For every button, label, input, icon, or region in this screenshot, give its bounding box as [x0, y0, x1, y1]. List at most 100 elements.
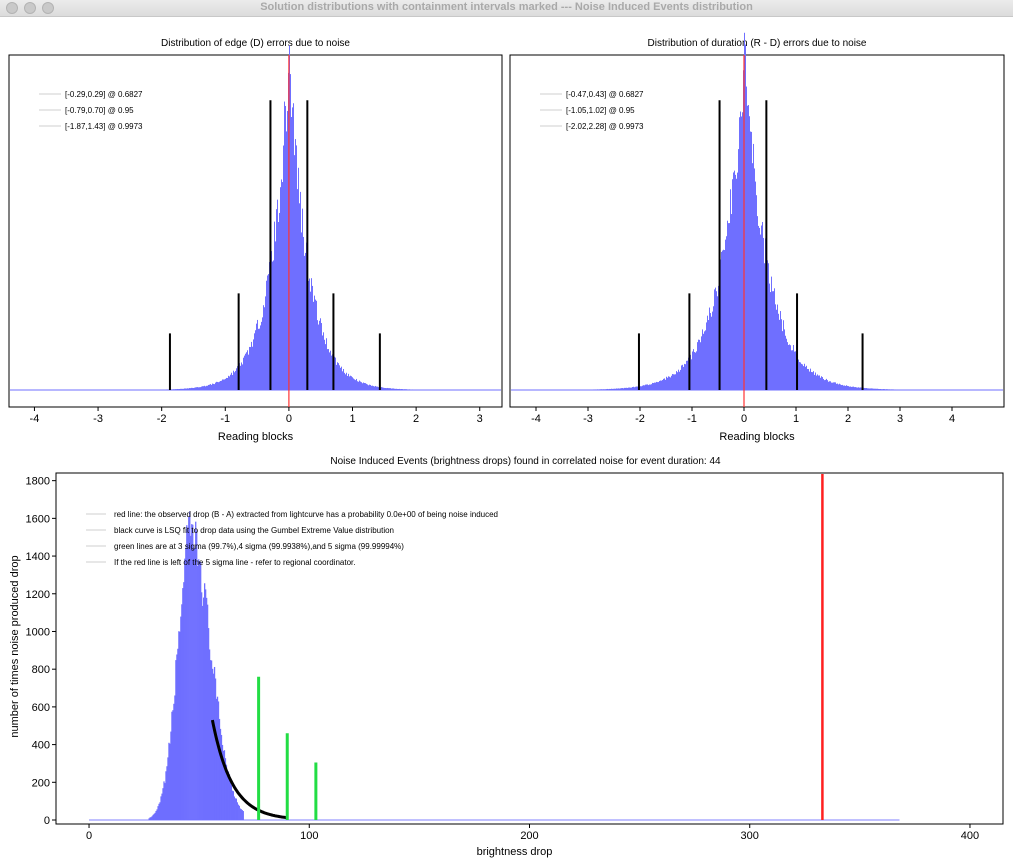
histogram-bar [713, 306, 714, 390]
histogram-bar [195, 521, 197, 820]
x-tick-label: 300 [741, 830, 759, 842]
histogram-bar [626, 387, 627, 390]
histogram-bar [155, 810, 157, 820]
histogram-bar [190, 535, 192, 820]
legend-entry: [-0.47,0.43] @ 0.6827 [566, 90, 644, 99]
histogram-bar [309, 278, 310, 390]
histogram-bar [242, 811, 244, 820]
histogram-bar [864, 387, 865, 390]
minimize-window-icon[interactable] [24, 2, 36, 14]
histogram-bar [756, 195, 757, 390]
histogram-bar [803, 366, 804, 390]
x-axis-label: Reading blocks [719, 431, 795, 443]
histogram-bar [870, 388, 871, 390]
histogram-bar [238, 805, 240, 820]
histogram-bar [845, 385, 846, 390]
histogram-bar [772, 291, 773, 390]
histogram-bar [358, 381, 359, 390]
x-tick-label: -4 [30, 413, 40, 425]
histogram-bar [692, 351, 693, 390]
histogram-bar [205, 386, 206, 390]
histogram-bar [305, 252, 306, 390]
histogram-bar [245, 353, 246, 390]
histogram-bar [162, 788, 164, 820]
histogram-bar [717, 296, 718, 390]
histogram-bar [762, 221, 763, 390]
histogram-bar [633, 386, 634, 390]
histogram-bar [186, 388, 187, 390]
histogram-bar [769, 283, 770, 390]
histogram-bar [233, 370, 234, 390]
histogram-bar [678, 369, 679, 390]
histogram-bar [658, 382, 659, 390]
histogram-bar [641, 386, 642, 390]
histogram-bar [180, 388, 181, 390]
histogram-bar [243, 357, 244, 390]
histogram-bar [241, 362, 242, 390]
histogram-bar [168, 742, 170, 820]
histogram-bar [231, 372, 232, 390]
histogram-bar [390, 388, 391, 390]
histogram-bar [714, 289, 715, 390]
histogram-bar [386, 388, 387, 390]
histogram-bar [356, 378, 357, 390]
histogram-bar [227, 771, 230, 820]
histogram-bar [749, 116, 750, 391]
histogram-bar [318, 324, 319, 390]
histogram-bar [869, 388, 870, 390]
histogram-bar [230, 374, 231, 390]
histogram-bar [635, 386, 636, 390]
y-tick-label: 600 [32, 702, 50, 714]
histogram-bar [771, 276, 772, 390]
histogram-bar [338, 363, 339, 390]
histogram-bar [735, 174, 736, 390]
histogram-bar [828, 381, 829, 390]
histogram-bar [704, 331, 705, 390]
histogram-bar [200, 387, 201, 390]
x-tick-label: 0 [741, 413, 747, 425]
histogram-bar [202, 605, 204, 820]
histogram-bar [209, 660, 212, 820]
close-window-icon[interactable] [6, 2, 18, 14]
histogram-bar [395, 388, 396, 390]
histogram-bar [170, 731, 172, 820]
x-tick-label: 2 [845, 413, 851, 425]
histogram-bar [312, 285, 313, 390]
histogram-bar [203, 386, 204, 390]
histogram-bar [693, 349, 694, 390]
x-tick-label: 3 [477, 413, 483, 425]
histogram-bar [878, 388, 879, 390]
histogram-bar [321, 323, 322, 390]
histogram-bar [389, 388, 390, 390]
histogram-bar [649, 384, 650, 390]
histogram-bar [213, 383, 214, 390]
histogram-bar [366, 383, 367, 390]
histogram-bar [348, 373, 349, 390]
histogram-bar [260, 325, 261, 390]
x-tick-label: -1 [220, 413, 230, 425]
histogram-bar [326, 338, 327, 390]
histogram-bar [183, 582, 185, 820]
histogram-bar [214, 678, 217, 820]
histogram-bar [222, 750, 225, 820]
histogram-bar [266, 280, 267, 390]
histogram-bar [728, 223, 729, 390]
histogram-bar [393, 388, 394, 390]
histogram-bar [624, 387, 625, 390]
zoom-window-icon[interactable] [42, 2, 54, 14]
histogram-bar [640, 386, 641, 390]
histogram-bar [353, 378, 354, 390]
y-tick-label: 1800 [26, 476, 50, 488]
histogram-bar [359, 380, 360, 390]
histogram-bar [157, 806, 159, 820]
histogram-bar [328, 349, 329, 390]
histogram-bar [265, 296, 266, 390]
histogram-bar [846, 385, 847, 390]
histogram-bar [223, 750, 226, 820]
histogram-bar [747, 105, 748, 390]
histogram-bar [377, 386, 378, 390]
window-title: Solution distributions with containment … [260, 1, 753, 13]
histogram-bar [851, 386, 852, 390]
histogram-bar [285, 105, 286, 390]
histogram-bar [709, 307, 710, 390]
